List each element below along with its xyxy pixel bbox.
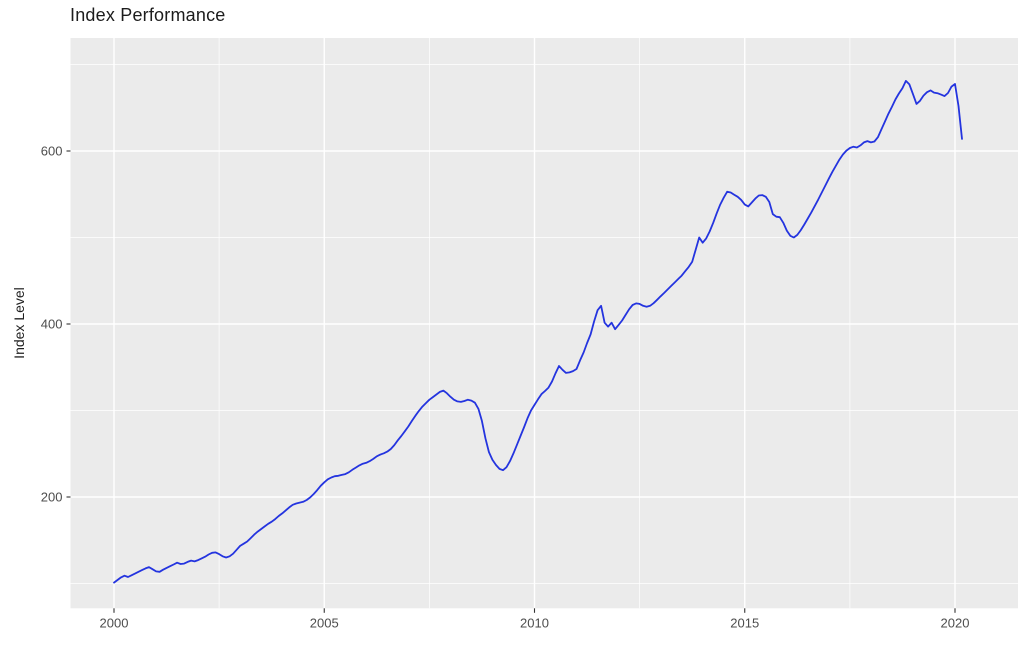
- chart-title: Index Performance: [70, 5, 226, 25]
- axis-ticks: [66, 150, 956, 613]
- x-tick-label: 2010: [520, 615, 549, 630]
- index-level-line: [113, 80, 963, 584]
- y-tick-label: 200: [41, 490, 63, 505]
- minor-gridlines: [70, 38, 1018, 609]
- x-tick-label: 2020: [941, 615, 970, 630]
- x-tick-label: 2015: [730, 615, 759, 630]
- y-tick-label: 600: [41, 144, 63, 159]
- y-tick-label: 400: [41, 317, 63, 332]
- major-gridlines: [70, 38, 1018, 609]
- x-tick-label: 2005: [310, 615, 339, 630]
- x-tick-label: 2000: [100, 615, 129, 630]
- index-line-series: [113, 80, 963, 584]
- plot-panel: [70, 38, 1018, 609]
- axis-tick-labels: 200 400 600 2000 2005 2010 2015 2020: [41, 144, 970, 631]
